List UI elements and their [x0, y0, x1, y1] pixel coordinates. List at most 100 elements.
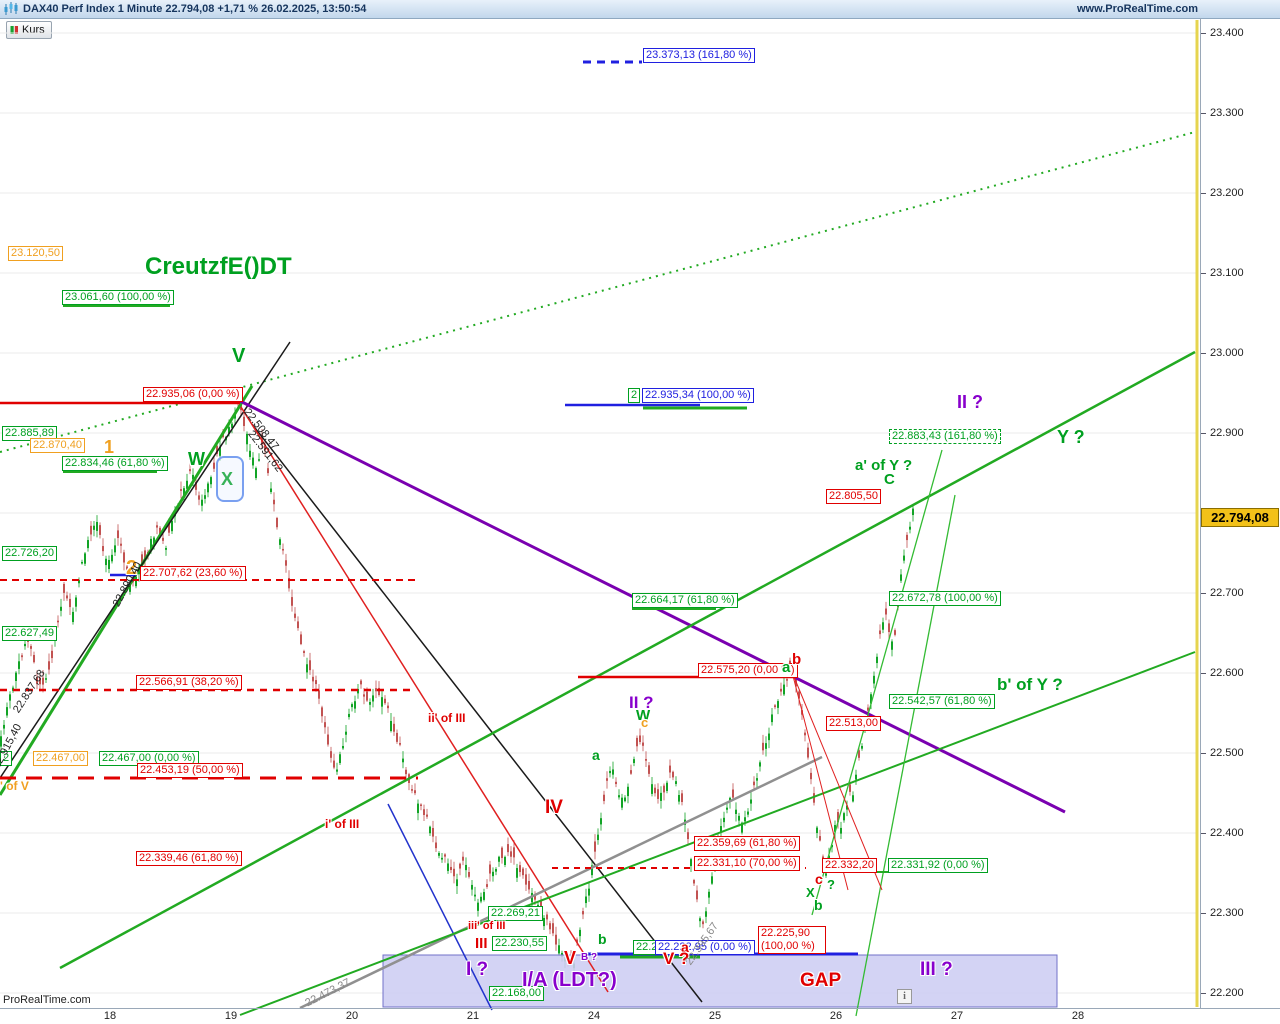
- candle-body: [441, 857, 443, 860]
- green-trendline-lower[interactable]: [239, 651, 1196, 1016]
- candle-body: [855, 774, 857, 780]
- website-link[interactable]: www.ProRealTime.com: [1076, 3, 1198, 15]
- green-channel-thin-2[interactable]: [855, 494, 956, 1017]
- candle-body: [195, 481, 197, 490]
- price-axis-tick: [1201, 353, 1206, 354]
- candle-body: [438, 852, 440, 856]
- red-fan-2[interactable]: [791, 671, 883, 891]
- candle-body: [21, 655, 23, 658]
- candle-body: [243, 416, 245, 426]
- candle-body: [213, 462, 215, 469]
- candle-body: [150, 538, 152, 549]
- kurs-candle-icon: [10, 26, 18, 34]
- candle-body: [657, 789, 659, 799]
- candle-body: [66, 595, 68, 599]
- price-axis-label: 22.600: [1210, 667, 1244, 679]
- green-steep-trendline-left[interactable]: [0, 385, 254, 796]
- candle-body: [396, 732, 398, 742]
- candle-body: [624, 797, 626, 802]
- candle-body: [240, 403, 242, 411]
- candle-body: [663, 785, 665, 793]
- candle-body: [690, 859, 692, 867]
- candle-body: [54, 637, 56, 640]
- red-trendline-steep[interactable]: [240, 406, 609, 993]
- candle-body: [366, 691, 368, 701]
- candle-body: [750, 799, 752, 804]
- candle-body: [414, 790, 416, 794]
- price-axis-label: 22.200: [1210, 987, 1244, 999]
- candle-body: [423, 809, 425, 816]
- price-axis-label: 22.700: [1210, 587, 1244, 599]
- price-axis-tick: [1201, 673, 1206, 674]
- candle-body: [741, 822, 743, 833]
- candle-body: [111, 554, 113, 562]
- candle-body: [42, 677, 44, 685]
- candle-body: [726, 807, 728, 810]
- candle-body: [198, 495, 200, 500]
- candle-body: [36, 677, 38, 684]
- candle-body: [771, 714, 773, 723]
- candle-body: [870, 694, 872, 704]
- wave-x-highlight-box[interactable]: [216, 456, 244, 502]
- price-axis-tick: [1201, 33, 1206, 34]
- candle-body: [126, 566, 128, 572]
- candle-body: [885, 608, 887, 615]
- red-fan-1[interactable]: [791, 671, 849, 891]
- candle-body: [15, 672, 17, 681]
- candle-body: [246, 433, 248, 445]
- green-trendline-y[interactable]: [59, 350, 1196, 970]
- candle-body: [165, 547, 167, 550]
- candle-body: [420, 804, 422, 807]
- candle-body: [27, 631, 29, 642]
- candle-body: [708, 891, 710, 898]
- candle-body: [807, 747, 809, 758]
- gap-box[interactable]: [382, 954, 1058, 1008]
- price-axis-label: 22.900: [1210, 427, 1244, 439]
- candle-body: [825, 873, 827, 876]
- candle-body: [702, 921, 704, 925]
- black-trendline-mid[interactable]: [251, 423, 703, 1003]
- candle-body: [426, 814, 428, 817]
- candle-body: [714, 860, 716, 867]
- candle-body: [513, 847, 515, 858]
- candle-body: [447, 863, 449, 871]
- candle-body: [279, 539, 281, 545]
- candle-body: [153, 537, 155, 546]
- candle-body: [81, 561, 83, 564]
- candle-body: [489, 864, 491, 874]
- kurs-button[interactable]: Kurs: [6, 21, 52, 39]
- candle-body: [123, 552, 125, 563]
- candle-body: [756, 778, 758, 781]
- candle-body: [906, 534, 908, 541]
- candle-body: [588, 888, 590, 896]
- candle-body: [891, 641, 893, 650]
- candle-body: [705, 911, 707, 917]
- candle-body: [477, 902, 479, 911]
- black-trendline-left[interactable]: [0, 341, 291, 779]
- price-axis-label: 22.500: [1210, 747, 1244, 759]
- candle-body: [753, 781, 755, 786]
- candle-body: [390, 721, 392, 732]
- price-axis-label: 22.300: [1210, 907, 1244, 919]
- candle-body: [909, 526, 911, 530]
- candle-body: [282, 548, 284, 551]
- time-axis[interactable]: [0, 1008, 1280, 1024]
- candle-body: [444, 854, 446, 857]
- gray-trendline[interactable]: [299, 755, 823, 1010]
- candle-body: [912, 508, 914, 516]
- candle-body: [765, 743, 767, 749]
- candle-body: [894, 630, 896, 635]
- candle-body: [699, 918, 701, 922]
- time-axis-label: 24: [587, 1010, 601, 1022]
- candle-body: [621, 797, 623, 808]
- candle-body: [255, 468, 257, 479]
- candle-body: [141, 554, 143, 564]
- candle-body: [849, 784, 851, 792]
- info-icon[interactable]: i: [897, 989, 912, 1004]
- green-channel-thin-1[interactable]: [811, 449, 943, 916]
- candle-body: [582, 911, 584, 915]
- green-dotted-trendline[interactable]: [0, 131, 1196, 453]
- candle-body: [645, 758, 647, 761]
- blue-trendline[interactable]: [387, 803, 493, 1011]
